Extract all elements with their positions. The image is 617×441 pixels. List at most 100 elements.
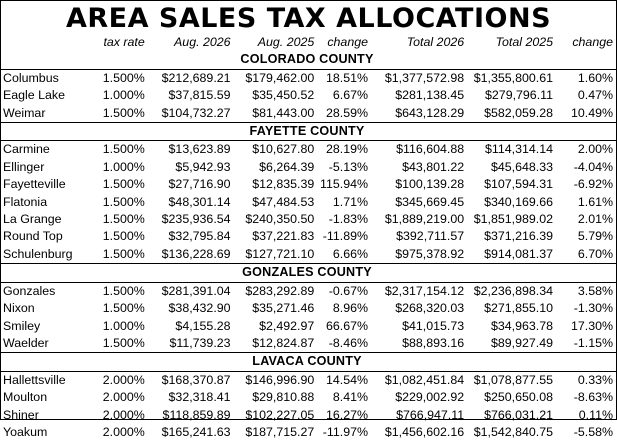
table-row: Yoakum 2.000% $165,241.63 $187,715.27 -11.97… [1, 424, 616, 441]
county-name: FAYETTE COUNTY [1, 122, 616, 142]
total-change: 3.58% [577, 283, 613, 298]
total-2026-value: $766,947.11 [396, 407, 465, 422]
table-row: Hallettsville 2.000% $168,370.87 $146,996.9… [1, 371, 616, 389]
total-2026-value: $2,317,154.12 [384, 283, 465, 298]
total-change: 1.61% [577, 194, 613, 209]
table-row: Weimar 1.500% $104,732.27 $81,443.00 28.59% $… [1, 104, 616, 124]
aug-2025-value: $29,810.88 [252, 390, 315, 405]
total-2025-value: $89,927.49 [467, 334, 557, 354]
aug-2026-value: $235,936.54 [161, 212, 231, 227]
total-2026-value: $268,320.03 [395, 301, 465, 316]
total-2026-value: $392,711.57 [396, 229, 465, 244]
city-name: Moulton [3, 390, 48, 405]
month-change: 14.54% [325, 372, 368, 387]
table-row: Shiner 2.000% $118,859.89 $102,227.05 16.27%… [1, 407, 616, 424]
city-name: Nixon [3, 301, 35, 316]
aug-2026-value: $5,942.93 [175, 159, 231, 174]
month-change: 28.19% [325, 142, 368, 157]
total-2026-value: $88,893.16 [371, 334, 468, 354]
header-row: tax rate Aug. 2026 Aug. 2025 change Tota… [1, 34, 616, 51]
total-2026-value: $41,015.73 [402, 318, 465, 333]
month-change: -0.67% [328, 283, 368, 298]
total-2025-value: $1,078,877.55 [473, 372, 554, 387]
aug-2025-value: $102,227.05 [245, 407, 315, 422]
month-change: 115.94% [320, 177, 368, 192]
month-change: -1.83% [328, 212, 368, 227]
tax-rate: 1.500% [102, 212, 145, 227]
total-change: 17.30% [570, 318, 613, 333]
aug-2026-value: $32,795.84 [168, 229, 231, 244]
total-2026-value: $229,002.92 [395, 390, 465, 405]
month-change: -8.46% [317, 334, 371, 354]
city-name: Eagle Lake [3, 88, 66, 103]
month-change: 6.67% [332, 88, 368, 103]
month-change: -5.13% [328, 159, 368, 174]
aug-2025-value: $6,264.39 [259, 159, 315, 174]
city-name: Shiner [3, 407, 39, 422]
aug-2025-value: $179,462.00 [245, 70, 315, 85]
total-2025-value: $1,851,989.02 [473, 212, 554, 227]
tax-rate: 2.000% [102, 372, 145, 387]
aug-2025-value: $2,492.97 [259, 318, 315, 333]
table-row: Ellinger 1.000% $5,942.93 $6,264.39 -5.13% $4… [1, 159, 616, 176]
tax-rate: 1.500% [102, 301, 145, 316]
tax-rate: 1.500% [91, 104, 148, 124]
table-row: Round Top 1.500% $32,795.84 $37,221.83 -11.8… [1, 228, 616, 245]
total-2026-value: $1,377,572.98 [384, 70, 465, 85]
tax-rate: 1.000% [102, 88, 145, 103]
total-2026-value: $43,801.22 [402, 159, 465, 174]
column-header-aug-2026: Aug. 2026 [174, 35, 231, 49]
total-2026-value: $116,604.88 [396, 142, 465, 157]
aug-2025-value: $47,484.53 [252, 194, 315, 209]
column-header-aug-2025: Aug. 2025 [257, 35, 315, 49]
total-2026-value: $1,082,451.84 [384, 372, 465, 387]
tax-rate: 1.000% [102, 318, 145, 333]
total-change: 2.01% [577, 212, 613, 227]
column-header-total-2025: Total 2025 [495, 35, 554, 49]
county-name: LAVACA COUNTY [1, 352, 616, 372]
total-2025-value: $340,169.66 [484, 194, 554, 209]
total-change: 5.79% [577, 229, 613, 244]
table-row: Gonzales 1.500% $281,391.04 $283,292.89 -0.6… [1, 282, 616, 300]
total-2025-value: $371,216.39 [484, 229, 554, 244]
total-2026-value: $345,669.45 [395, 194, 465, 209]
total-change: 0.47% [577, 88, 613, 103]
total-change: 10.49% [556, 104, 616, 124]
table-row: Smiley 1.000% $4,155.28 $2,492.97 66.67% $41,… [1, 318, 616, 335]
sales-tax-table: tax rate Aug. 2026 Aug. 2025 change Tota… [1, 34, 616, 441]
column-header-month-change: change [327, 35, 368, 49]
total-2026-value: $1,889,219.00 [384, 212, 465, 227]
total-2025-value: $271,855.10 [484, 301, 554, 316]
page-title: AREA SALES TAX ALLOCATIONS [65, 3, 552, 34]
aug-2025-value: $35,271.46 [252, 301, 315, 316]
aug-2026-value: $4,155.28 [175, 318, 231, 333]
city-name: Fayetteville [3, 177, 66, 192]
aug-2025-value: $37,221.83 [252, 229, 315, 244]
county-name: COLORADO COUNTY [1, 51, 616, 70]
aug-2025-value: $12,835.39 [252, 177, 315, 192]
aug-2025-value: $10,627.80 [252, 142, 315, 157]
city-name: Carmine [3, 142, 50, 157]
tax-rate: 1.500% [102, 142, 145, 157]
aug-2026-value: $104,732.27 [147, 104, 234, 124]
table-row: La Grange 1.500% $235,936.54 $240,350.50 -1.… [1, 211, 616, 228]
table-row: Carmine 1.500% $13,623.89 $10,627.80 28.19% $… [1, 141, 616, 159]
total-2025-value: $107,594.31 [484, 177, 554, 192]
total-2026-value: $643,128.29 [371, 104, 468, 124]
table-row: Eagle Lake 1.000% $37,815.59 $35,450.52 6.67… [1, 87, 616, 104]
tax-rate: 1.500% [102, 177, 145, 192]
city-name: La Grange [3, 212, 62, 227]
aug-2025-value: $81,443.00 [233, 104, 318, 124]
city-name: Gonzales [3, 283, 56, 298]
aug-2025-value: $127,721.10 [233, 245, 318, 265]
month-change: 28.59% [317, 104, 371, 124]
total-change: -5.58% [573, 424, 613, 439]
total-2025-value: $2,236,898.34 [473, 283, 554, 298]
total-change: -1.15% [556, 334, 616, 354]
total-2025-value: $1,542,840.75 [473, 424, 554, 439]
month-change: 16.27% [325, 407, 368, 422]
county-header-row: FAYETTE COUNTY [1, 122, 616, 142]
county-header-row: COLORADO COUNTY [1, 51, 616, 70]
tax-rate: 1.000% [102, 159, 145, 174]
total-change: -6.92% [573, 177, 613, 192]
